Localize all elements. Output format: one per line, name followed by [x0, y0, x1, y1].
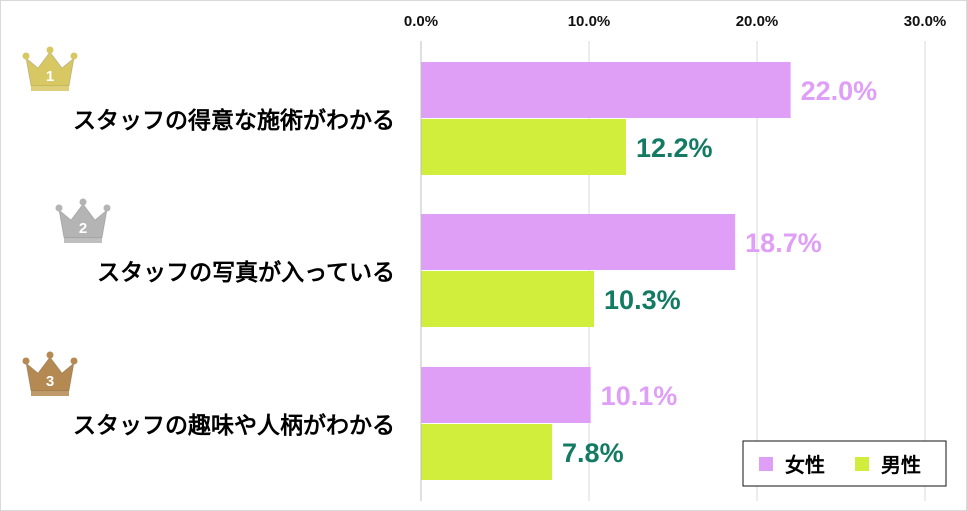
legend-box — [742, 440, 947, 487]
value-label: 10.3% — [604, 285, 681, 315]
bar — [421, 62, 791, 118]
x-tick-label: 30.0% — [904, 13, 947, 30]
value-label: 10.1% — [601, 381, 678, 411]
crown-icon: 1 — [22, 46, 78, 91]
rank-number: 1 — [46, 68, 54, 85]
legend-swatch — [759, 457, 773, 471]
crown-icon: 2 — [55, 198, 111, 243]
legend-label: 女性 — [785, 453, 825, 477]
value-label: 22.0% — [801, 76, 878, 106]
rank-number: 2 — [79, 220, 87, 237]
bar — [421, 214, 736, 270]
category-label: スタッフの得意な施術がわかる — [73, 107, 395, 134]
category-label: スタッフの写真が入っている — [97, 259, 395, 286]
x-tick-label: 0.0% — [404, 13, 438, 30]
value-label: 18.7% — [745, 228, 822, 258]
value-label: 12.2% — [636, 133, 713, 163]
value-label: 7.8% — [562, 438, 624, 468]
bar — [421, 271, 595, 327]
x-tick-label: 10.0% — [568, 13, 611, 30]
bar — [421, 119, 626, 175]
category-label: スタッフの趣味や人柄がわかる — [73, 412, 395, 439]
legend-swatch — [855, 457, 869, 471]
crown-icon: 3 — [22, 351, 78, 396]
bar — [421, 367, 591, 423]
x-tick-label: 20.0% — [736, 13, 779, 30]
legend-label: 男性 — [881, 453, 921, 477]
bar — [421, 424, 553, 480]
rank-number: 3 — [46, 373, 54, 390]
